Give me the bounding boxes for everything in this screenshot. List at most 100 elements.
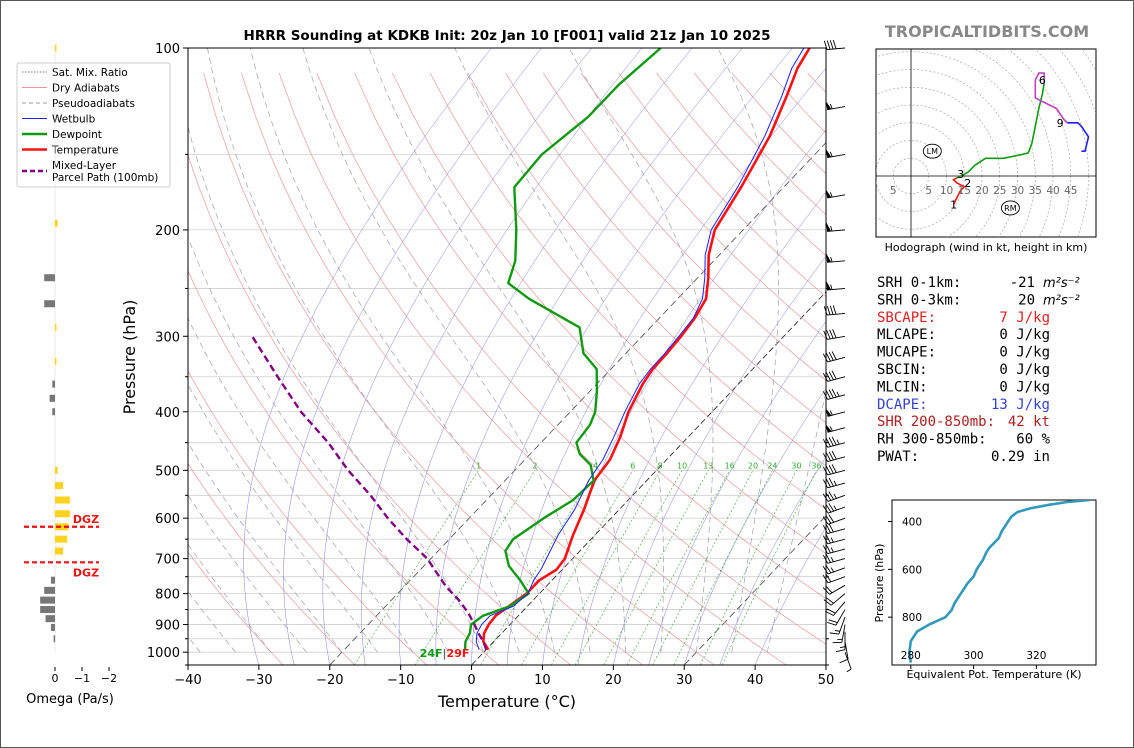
barb-full	[822, 453, 829, 462]
hodograph-segment	[956, 83, 1045, 179]
barb-full	[828, 523, 834, 533]
omega-bars: DGZ DGZ 0 −1 −2	[24, 44, 117, 685]
dry-adiabat	[392, 72, 826, 554]
stat-unit: m²s⁻²	[1043, 293, 1080, 308]
surface-temp-label: 24F|29F	[420, 647, 470, 660]
wind-barb	[826, 253, 846, 263]
pseudoadiabat	[188, 543, 272, 653]
pseudoadiabat	[188, 125, 485, 653]
barb-full	[825, 524, 831, 533]
x-axis-label: Temperature (°C)	[437, 692, 576, 711]
stat-label: DCAPE:	[877, 397, 928, 413]
legend-label: Wetbulb	[52, 114, 96, 126]
wind-barb	[822, 464, 846, 476]
wind-barb	[822, 523, 846, 534]
barb-full	[832, 39, 837, 49]
barb-half	[836, 391, 840, 397]
wetbulb-bg-line	[243, 48, 492, 665]
barb-flag	[825, 189, 832, 198]
x-tick-label: −40	[174, 673, 201, 688]
y-tick-label: 700	[155, 553, 180, 568]
x-tick-label: 10	[534, 673, 551, 688]
y-tick-label: 900	[155, 619, 180, 634]
barb-full	[822, 372, 829, 382]
wind-barb	[822, 388, 846, 400]
wetbulb-bg-line	[683, 387, 826, 665]
mixing-ratio-label: 24	[767, 461, 777, 470]
barb-half	[830, 556, 834, 562]
wind-barbs	[822, 39, 852, 673]
wind-barb	[835, 631, 846, 653]
mixing-ratio-label: 20	[748, 461, 758, 470]
omega-bar	[55, 547, 64, 555]
wetbulb-bg-line	[435, 48, 743, 665]
pseudoadiabat	[188, 317, 414, 653]
barb-full	[822, 493, 829, 502]
x-tick-label: −10	[387, 673, 414, 688]
barb-half	[830, 256, 833, 263]
wind-barb	[829, 617, 846, 635]
x-tick-label: −20	[316, 673, 343, 688]
theta-e-y-label: Pressure (hPa)	[873, 544, 886, 623]
wind-barb	[825, 423, 846, 433]
wind-barb	[825, 189, 846, 199]
dry-adiabat	[188, 551, 284, 665]
pseudoadiabat	[717, 48, 779, 653]
dry-adiabat	[543, 72, 826, 381]
stat-label: SRH 0-3km:	[877, 292, 961, 308]
mixing-ratio-line	[652, 470, 754, 665]
barb-full	[822, 525, 829, 534]
barb-full	[822, 438, 829, 448]
omega-bar	[44, 586, 55, 594]
barb-full	[831, 351, 837, 360]
barb-full	[825, 372, 831, 381]
mixing-ratio-label: 1	[476, 461, 481, 470]
barb-half	[830, 284, 833, 290]
y-axis-label: Pressure (hPa)	[120, 300, 139, 415]
barb-full	[822, 565, 829, 575]
hodograph-height-label: 6	[1039, 74, 1046, 87]
dry-adiabat	[188, 269, 499, 665]
pseudoadiabat	[188, 383, 378, 653]
barb-full	[831, 464, 837, 473]
barb-full	[831, 450, 837, 460]
y-tick-label: 300	[155, 330, 180, 345]
x-tick-label: 50	[818, 673, 835, 688]
wind-barb	[826, 281, 846, 291]
wetbulb-bg-line	[577, 191, 826, 665]
wind-barb	[822, 351, 846, 363]
mixing-ratio-line	[521, 470, 634, 665]
barb-full	[832, 305, 837, 315]
barb-half	[834, 630, 840, 632]
barb-full	[825, 564, 832, 574]
legend-label: Mixed-Layer	[52, 160, 117, 172]
pseudoadiabat	[188, 494, 307, 653]
omega-bar	[44, 274, 55, 282]
x-tick-label: 40	[747, 673, 764, 688]
barb-half	[830, 547, 834, 553]
wetbulb-bg-line	[719, 456, 826, 665]
stat-value: 0 J/kg	[999, 362, 1050, 378]
omega-bar	[55, 482, 64, 490]
y-tick-label: 500	[155, 464, 180, 479]
barb-full	[823, 330, 828, 340]
hodograph-ring-label: 5	[925, 185, 932, 197]
y-tick-label: 400	[155, 406, 180, 421]
theta-e-x-tick-label: 280	[901, 650, 921, 662]
wetbulb-bg-line	[283, 48, 542, 665]
dry-adiabat	[188, 154, 571, 665]
x-tick-label: −30	[245, 673, 272, 688]
stat-value: 0 J/kg	[999, 345, 1050, 361]
omega-bar	[52, 408, 55, 416]
skewt-chart: 1 2 4 6 8 10 13 16 20 24 30 36 −40 −30 −20 −10 0 10 20 30 4…	[120, 28, 852, 711]
hodograph-height-label: 9	[1057, 117, 1064, 130]
barb-full	[825, 597, 834, 604]
wind-barb	[822, 544, 846, 555]
barb-full	[822, 535, 829, 545]
omega-bar	[44, 300, 55, 308]
barb-full	[825, 492, 832, 501]
barb-full	[828, 491, 835, 500]
stat-value: 0.29 in	[991, 449, 1050, 465]
omega-tick-label: −2	[101, 672, 117, 685]
